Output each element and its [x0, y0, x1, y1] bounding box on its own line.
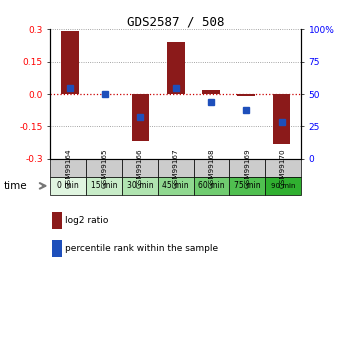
Bar: [50, 159, 86, 177]
Bar: [158, 177, 193, 195]
Bar: [229, 177, 265, 195]
Text: 60 min: 60 min: [198, 181, 225, 190]
Bar: [273, 94, 291, 144]
Text: time: time: [3, 181, 27, 191]
Bar: [86, 177, 122, 195]
Bar: [122, 177, 158, 195]
Text: percentile rank within the sample: percentile rank within the sample: [65, 244, 219, 253]
Text: 0 min: 0 min: [57, 181, 79, 190]
Bar: [50, 177, 86, 195]
Bar: [193, 159, 229, 177]
Bar: [237, 94, 255, 96]
Bar: [61, 31, 79, 94]
Bar: [202, 90, 220, 94]
Title: GDS2587 / 508: GDS2587 / 508: [127, 15, 224, 28]
Text: GSM99168: GSM99168: [208, 148, 214, 188]
Text: GSM99169: GSM99169: [244, 148, 250, 188]
Bar: [229, 159, 265, 177]
Text: 30 min: 30 min: [127, 181, 153, 190]
Bar: [167, 42, 184, 94]
Text: log2 ratio: log2 ratio: [65, 216, 109, 225]
Text: GSM99170: GSM99170: [280, 148, 286, 188]
Text: GSM99167: GSM99167: [173, 148, 179, 188]
Text: 90 min: 90 min: [271, 183, 295, 189]
Bar: [86, 159, 122, 177]
Bar: [265, 159, 301, 177]
Text: 15 min: 15 min: [91, 181, 117, 190]
Bar: [193, 177, 229, 195]
Bar: [132, 94, 149, 141]
Bar: [122, 159, 158, 177]
Text: 75 min: 75 min: [234, 181, 261, 190]
Text: GSM99166: GSM99166: [137, 148, 143, 188]
Text: GSM99165: GSM99165: [101, 148, 107, 188]
Bar: [158, 159, 193, 177]
Text: 45 min: 45 min: [163, 181, 189, 190]
Bar: [265, 177, 301, 195]
Text: GSM99164: GSM99164: [65, 148, 71, 188]
